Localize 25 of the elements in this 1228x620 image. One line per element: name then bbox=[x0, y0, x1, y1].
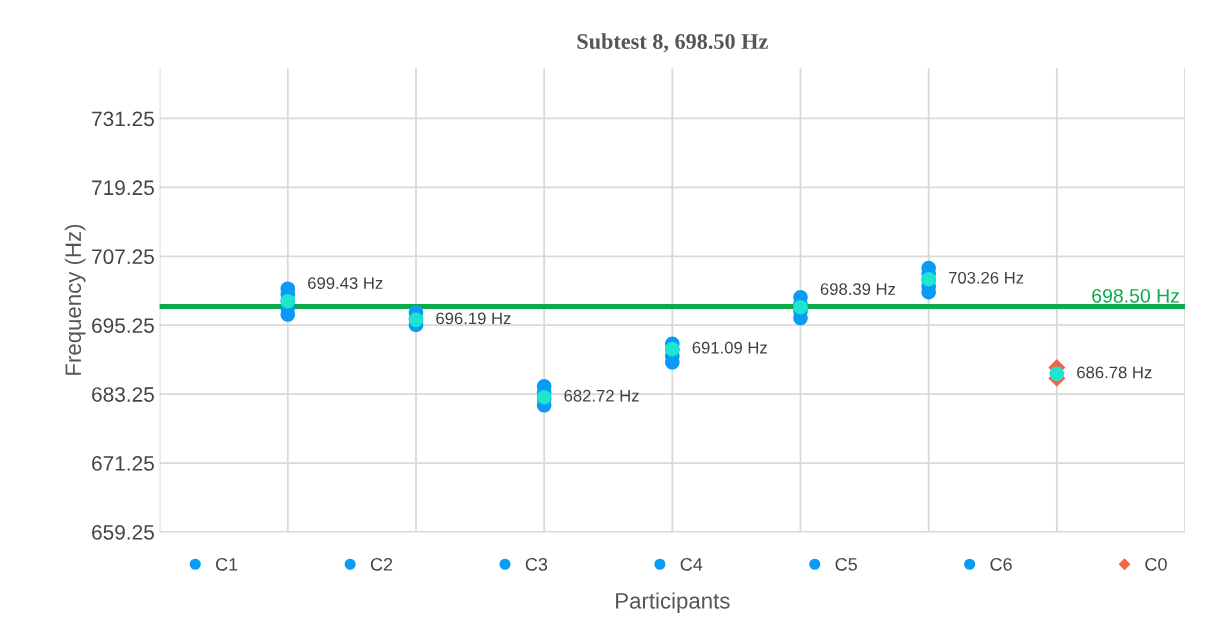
y-tick-label: 707.25 bbox=[92, 249, 154, 265]
legend-label: C0 bbox=[1145, 557, 1167, 571]
y-tick-label: 719.25 bbox=[92, 180, 154, 196]
legend-label: C2 bbox=[370, 557, 393, 571]
legend-label: C6 bbox=[990, 557, 1012, 571]
y-tick-label: 659.25 bbox=[92, 524, 154, 540]
data-label: 682.72 Hz bbox=[564, 389, 639, 402]
y-tick-label: 695.25 bbox=[92, 318, 154, 333]
chart-title: Subtest 8, 698.50 Hz bbox=[577, 33, 768, 53]
data-label: 703.26 Hz bbox=[948, 271, 1024, 284]
data-label: 691.09 Hz bbox=[692, 341, 767, 354]
legend-label: C5 bbox=[835, 557, 857, 571]
data-label: 699.43 Hz bbox=[308, 277, 383, 290]
x-axis-title: Participants bbox=[616, 592, 730, 614]
data-label: 686.78 Hz bbox=[1077, 366, 1152, 379]
legend-label: C4 bbox=[680, 557, 703, 571]
data-label: 698.39 Hz bbox=[820, 283, 896, 295]
legend-label: C1 bbox=[216, 557, 238, 571]
y-axis-title: Frequency (Hz) bbox=[64, 224, 86, 375]
data-label: 696.19 Hz bbox=[436, 312, 511, 325]
y-tick-label: 731.25 bbox=[92, 111, 154, 127]
y-tick-label: 671.25 bbox=[92, 456, 154, 471]
y-tick-label: 683.25 bbox=[92, 387, 154, 402]
legend-label: C3 bbox=[525, 557, 548, 571]
ref-line-label: 698.50 Hz bbox=[1092, 288, 1179, 303]
